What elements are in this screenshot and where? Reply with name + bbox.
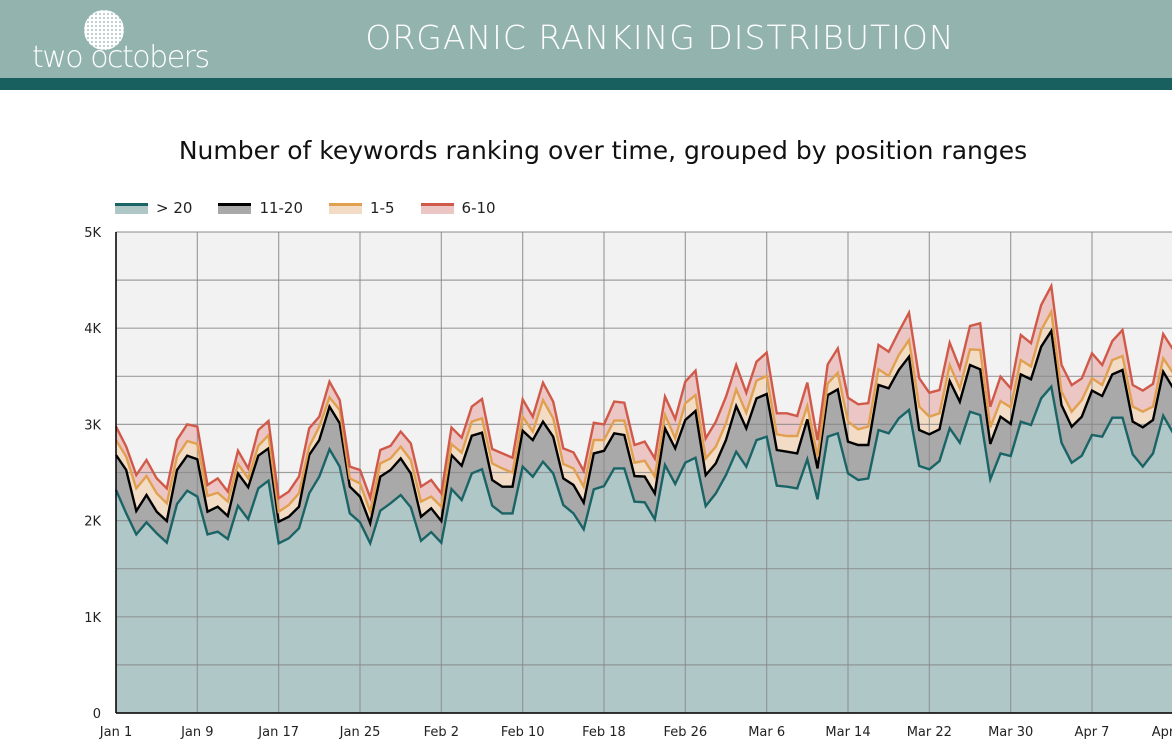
header-banner [0,0,1172,78]
legend-swatch-1-5 [329,202,363,214]
page-title: ORGANIC RANKING DISTRIBUTION [365,18,955,57]
legend-swatch-gt20 [115,202,148,214]
legend-label: 1-5 [370,199,395,217]
x-tick-label: Feb 26 [663,725,707,740]
x-tick-label: Jan 1 [99,725,132,740]
y-tick-label: 0 [93,707,101,722]
x-tick-label: Apr 7 [1075,725,1110,740]
legend-item-6-10[interactable]: 6-10 [420,199,496,217]
chart-legend: > 20 11-20 1-5 6-10 [115,199,522,217]
legend-item-11-20[interactable]: 11-20 [218,199,303,217]
y-tick-label: 5K [84,226,101,241]
two-octobers-logo [30,8,250,78]
tree-icon [84,10,124,50]
legend-swatch-6-10 [420,202,454,214]
x-tick-label: Feb 2 [424,725,459,740]
x-tick-label: Feb 18 [582,725,626,740]
y-tick-label: 2K [84,515,101,530]
x-tick-label: Jan 25 [339,725,381,740]
y-tick-label: 3K [84,418,101,433]
x-tick-label: Feb 10 [501,725,545,740]
line-r1_5 [114,307,1172,517]
legend-label: > 20 [156,199,193,217]
x-tick-label: Jan 9 [180,725,213,740]
legend-item-1-5[interactable]: 1-5 [329,199,395,217]
x-tick-label: Jan 17 [257,725,299,740]
legend-item-gt20[interactable]: > 20 [115,199,192,217]
chart-title: Number of keywords ranking over time, gr… [178,136,1028,165]
y-tick-label: 1K [84,611,101,626]
x-tick-label: Mar 22 [907,725,952,740]
legend-label: 11-20 [259,199,304,217]
x-tick-label: Mar 14 [825,725,870,740]
logo-text: two octobers [32,40,210,75]
header-accent-bar [0,78,1172,90]
line-r6_10 [114,282,1172,503]
area-gt20 [116,386,1172,713]
x-tick-label: Apr 15 [1152,725,1172,740]
legend-swatch-11-20 [218,202,252,214]
line-r11_20 [115,327,1172,528]
legend-label: 6-10 [461,199,496,217]
x-tick-label: Mar 30 [988,725,1033,740]
line-gt20 [114,384,1172,547]
y-tick-label: 4K [84,322,101,337]
x-tick-label: Mar 6 [748,725,785,740]
